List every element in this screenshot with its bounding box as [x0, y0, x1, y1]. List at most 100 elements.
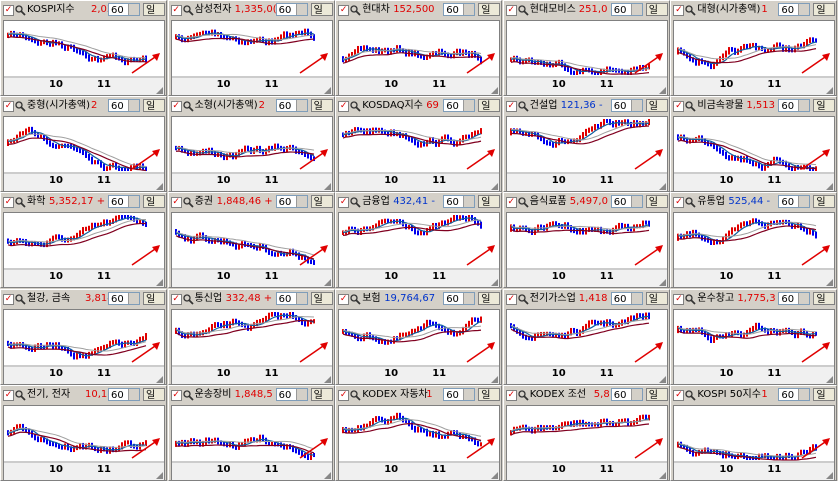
search-icon[interactable]	[350, 293, 361, 312]
item-name[interactable]: 중형(시가총액)	[27, 100, 91, 112]
search-icon[interactable]	[350, 101, 361, 119]
checkbox[interactable]: ✓	[505, 101, 517, 113]
period-select[interactable]: 60	[108, 291, 140, 305]
search-icon[interactable]	[518, 197, 529, 215]
search-icon[interactable]	[15, 5, 26, 23]
item-name[interactable]: KODEX 자동차	[362, 388, 428, 400]
search-icon[interactable]	[350, 390, 361, 408]
period-select[interactable]: 60	[443, 291, 476, 305]
unit-button[interactable]: 일	[310, 195, 333, 209]
item-name[interactable]: KODEX 조선	[529, 388, 587, 400]
search-icon[interactable]	[518, 293, 529, 312]
checkbox[interactable]: ✓	[673, 389, 685, 401]
period-select[interactable]: 60	[443, 3, 476, 16]
item-name[interactable]: 철강, 금속	[27, 292, 71, 304]
checkbox[interactable]: ✓	[338, 389, 350, 401]
item-name[interactable]: 비금속광물	[697, 100, 744, 112]
search-icon[interactable]	[15, 197, 26, 215]
item-name[interactable]: 보험	[362, 292, 381, 304]
unit-button[interactable]: 일	[478, 387, 501, 401]
item-name[interactable]: 삼성전자	[194, 4, 232, 15]
period-select[interactable]: 60	[778, 291, 811, 305]
search-icon[interactable]	[182, 390, 194, 408]
checkbox[interactable]: ✓	[3, 293, 14, 305]
unit-button[interactable]: 일	[645, 387, 668, 401]
item-name[interactable]: 현대모비스	[529, 4, 576, 15]
item-name[interactable]: 유통업	[697, 196, 725, 208]
item-name[interactable]: 음식료품	[529, 196, 567, 208]
search-icon[interactable]	[685, 197, 697, 215]
unit-button[interactable]: 일	[310, 387, 333, 401]
search-icon[interactable]	[685, 101, 697, 119]
period-select[interactable]: 60	[443, 387, 476, 401]
checkbox[interactable]: ✓	[3, 5, 14, 16]
checkbox[interactable]: ✓	[170, 293, 182, 305]
checkbox[interactable]: ✓	[505, 197, 517, 209]
search-icon[interactable]	[518, 390, 529, 408]
item-name[interactable]: 운송장비	[194, 388, 232, 400]
checkbox[interactable]: ✓	[3, 197, 14, 209]
checkbox[interactable]: ✓	[3, 101, 14, 113]
period-select[interactable]: 60	[108, 195, 140, 209]
search-icon[interactable]	[15, 293, 26, 312]
item-name[interactable]: 소형(시가총액)	[194, 100, 258, 112]
search-icon[interactable]	[182, 5, 194, 23]
search-icon[interactable]	[518, 101, 529, 119]
item-name[interactable]: 화학	[27, 196, 46, 208]
search-icon[interactable]	[350, 197, 361, 215]
unit-button[interactable]: 일	[645, 291, 668, 305]
checkbox[interactable]: ✓	[505, 293, 517, 305]
item-name[interactable]: KOSDAQ지수	[362, 100, 423, 112]
search-icon[interactable]	[685, 293, 697, 312]
checkbox[interactable]: ✓	[338, 5, 350, 16]
period-select[interactable]: 60	[778, 99, 811, 113]
item-name[interactable]: 운수창고	[697, 292, 735, 304]
period-select[interactable]: 60	[275, 99, 308, 113]
unit-button[interactable]: 일	[645, 99, 668, 113]
checkbox[interactable]: ✓	[338, 197, 350, 209]
unit-button[interactable]: 일	[143, 291, 165, 305]
checkbox[interactable]: ✓	[673, 197, 685, 209]
unit-button[interactable]: 일	[813, 3, 836, 16]
checkbox[interactable]: ✓	[338, 293, 350, 305]
unit-button[interactable]: 일	[813, 387, 836, 401]
unit-button[interactable]: 일	[143, 195, 165, 209]
unit-button[interactable]: 일	[645, 3, 668, 16]
period-select[interactable]: 60	[610, 195, 643, 209]
search-icon[interactable]	[182, 101, 194, 119]
unit-button[interactable]: 일	[310, 3, 333, 16]
period-select[interactable]: 60	[610, 99, 643, 113]
unit-button[interactable]: 일	[645, 195, 668, 209]
period-select[interactable]: 60	[275, 291, 308, 305]
item-name[interactable]: 금융업	[362, 196, 390, 208]
unit-button[interactable]: 일	[143, 3, 165, 16]
unit-button[interactable]: 일	[813, 195, 836, 209]
period-select[interactable]: 60	[275, 387, 308, 401]
checkbox[interactable]: ✓	[170, 5, 182, 16]
unit-button[interactable]: 일	[478, 3, 501, 16]
unit-button[interactable]: 일	[478, 99, 501, 113]
search-icon[interactable]	[685, 390, 697, 408]
unit-button[interactable]: 일	[310, 291, 333, 305]
search-icon[interactable]	[15, 390, 26, 408]
item-name[interactable]: 전기, 전자	[27, 388, 71, 400]
item-name[interactable]: 전기가스업	[529, 292, 576, 304]
checkbox[interactable]: ✓	[673, 293, 685, 305]
unit-button[interactable]: 일	[813, 99, 836, 113]
period-select[interactable]: 60	[275, 195, 308, 209]
item-name[interactable]: KOSPI 50지수	[697, 388, 761, 400]
unit-button[interactable]: 일	[813, 291, 836, 305]
search-icon[interactable]	[182, 197, 194, 215]
search-icon[interactable]	[15, 101, 26, 119]
search-icon[interactable]	[350, 5, 361, 23]
period-select[interactable]: 60	[778, 195, 811, 209]
unit-button[interactable]: 일	[478, 195, 501, 209]
period-select[interactable]: 60	[778, 3, 811, 16]
search-icon[interactable]	[685, 5, 697, 23]
period-select[interactable]: 60	[443, 99, 476, 113]
unit-button[interactable]: 일	[143, 387, 165, 401]
unit-button[interactable]: 일	[143, 99, 165, 113]
period-select[interactable]: 60	[108, 99, 140, 113]
period-select[interactable]: 60	[275, 3, 308, 16]
checkbox[interactable]: ✓	[170, 101, 182, 113]
